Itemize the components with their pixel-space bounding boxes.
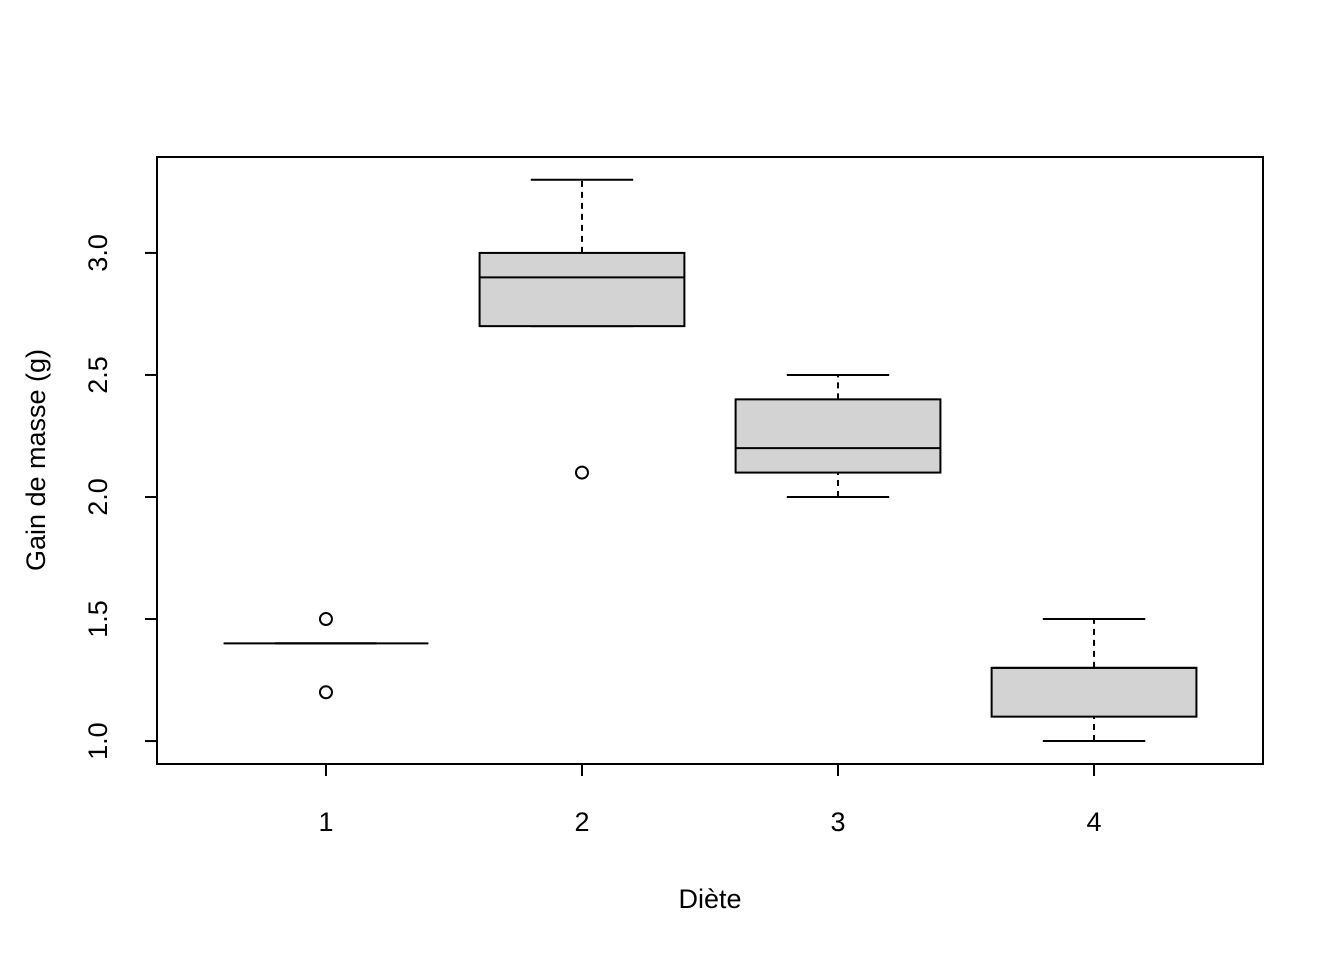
x-tick-label: 2 xyxy=(574,807,589,837)
y-tick-label: 3.0 xyxy=(83,234,113,272)
box xyxy=(734,398,942,474)
y-tick-label: 2.0 xyxy=(83,478,113,516)
outlier xyxy=(318,612,333,627)
outlier xyxy=(318,685,333,700)
x-tick-label: 1 xyxy=(318,807,333,837)
x-axis-label: Diète xyxy=(678,884,741,914)
box xyxy=(990,666,1198,718)
plot-frame xyxy=(156,156,1264,765)
y-tick-label: 1.5 xyxy=(83,600,113,638)
x-tick-label: 3 xyxy=(830,807,845,837)
y-tick-label: 2.5 xyxy=(83,356,113,394)
outlier xyxy=(574,465,589,480)
x-tick-label: 4 xyxy=(1087,807,1102,837)
y-tick-label: 1.0 xyxy=(83,722,113,760)
box xyxy=(478,251,686,328)
y-axis-label: Gain de masse (g) xyxy=(21,349,51,571)
